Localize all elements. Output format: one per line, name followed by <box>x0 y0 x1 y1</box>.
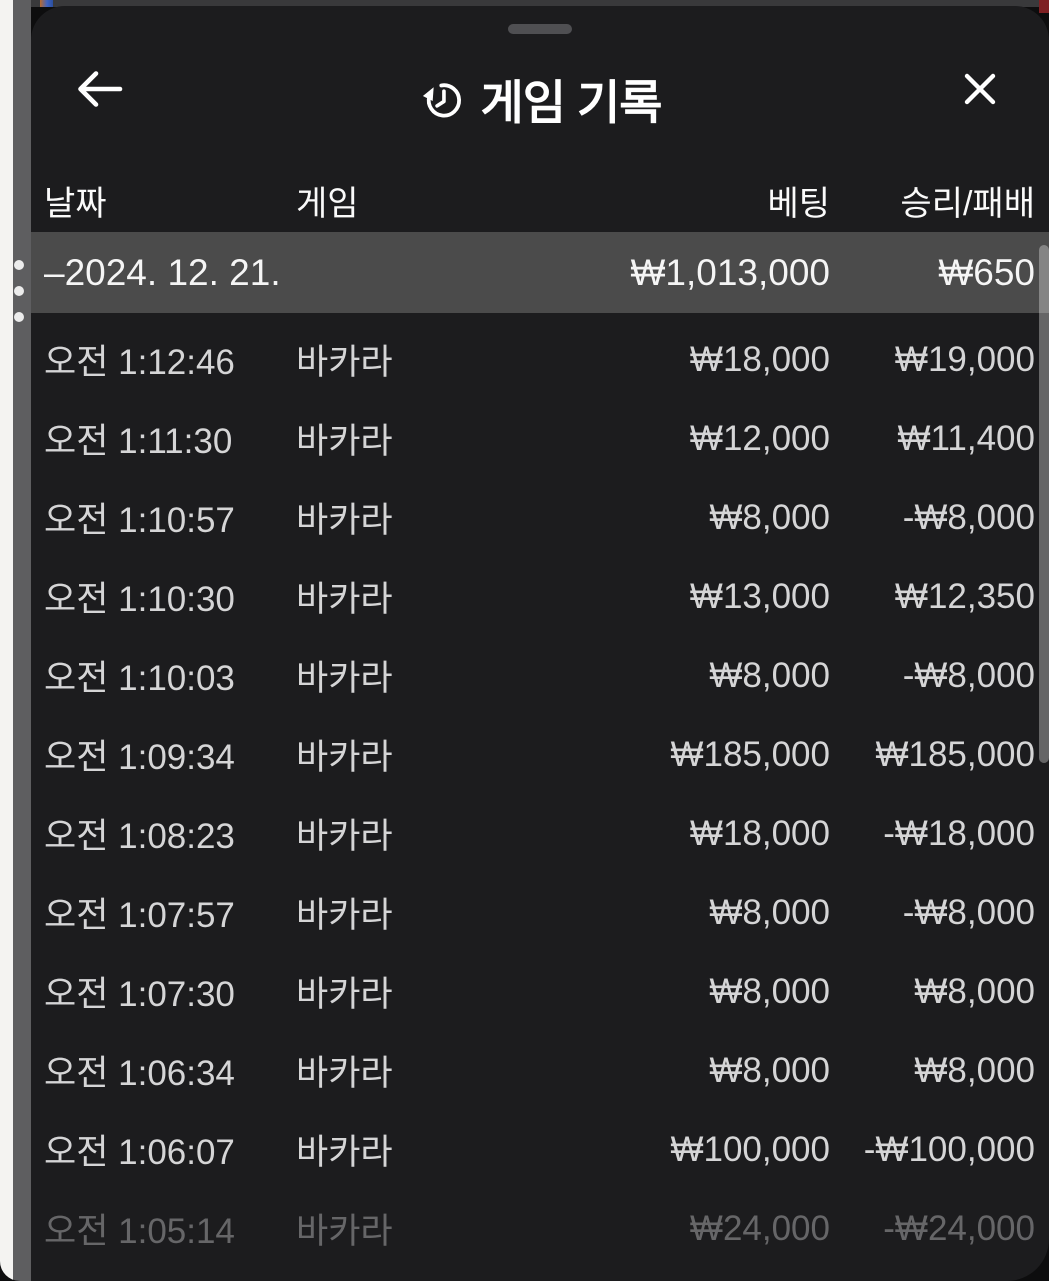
table-row[interactable]: 오전 1:07:57 바카라 ₩8,000 -₩8,000 <box>31 873 1049 952</box>
table-row[interactable]: 오전 1:06:34 바카라 ₩8,000 ₩8,000 <box>31 1031 1049 1110</box>
row-winloss: ₩12,350 <box>894 576 1035 616</box>
summary-date: –2024. 12. 21. <box>44 251 281 293</box>
row-time: 오전 1:05:14 <box>44 1212 235 1251</box>
row-bet: ₩100,000 <box>670 1129 830 1169</box>
background-content-fragment <box>1039 0 1049 13</box>
row-game: 바카라 <box>296 896 393 935</box>
table-row[interactable]: 오전 1:08:23 바카라 ₩18,000 -₩18,000 <box>31 794 1049 873</box>
modal-header: 게임 기록 <box>31 50 1049 138</box>
row-bet: ₩8,000 <box>709 497 830 537</box>
summary-winloss: ₩650 <box>938 251 1035 293</box>
row-bet: ₩8,000 <box>709 655 830 695</box>
row-bet: ₩12,000 <box>689 418 830 458</box>
close-icon <box>960 69 1000 109</box>
column-header-bet: 베팅 <box>767 185 830 223</box>
sheet-drag-handle[interactable] <box>508 24 572 34</box>
row-time: 오전 1:12:46 <box>44 343 235 382</box>
row-game: 바카라 <box>296 738 393 777</box>
row-bet: ₩185,000 <box>670 734 830 774</box>
row-game: 바카라 <box>296 817 393 856</box>
row-winloss: ₩19,000 <box>894 339 1035 379</box>
table-row[interactable]: 오전 1:12:46 바카라 ₩18,000 ₩19,000 <box>31 320 1049 399</box>
row-time: 오전 1:10:03 <box>44 659 235 698</box>
table-header-row: 날짜 게임 베팅 승리/패배 <box>31 176 1049 223</box>
history-row-list: 오전 1:12:46 바카라 ₩18,000 ₩19,000 오전 1:11:3… <box>31 320 1049 1268</box>
row-bet: ₩18,000 <box>689 813 830 853</box>
row-bet: ₩8,000 <box>709 892 830 932</box>
page-title: 게임 기록 <box>480 76 662 129</box>
edge-dot <box>14 260 24 270</box>
close-button[interactable] <box>959 68 1001 110</box>
row-game: 바카라 <box>296 343 393 382</box>
row-bet: ₩8,000 <box>709 971 830 1011</box>
scrollbar-thumb[interactable] <box>1039 245 1049 763</box>
row-game: 바카라 <box>296 1133 393 1172</box>
edge-dot <box>14 312 24 322</box>
row-time: 오전 1:07:30 <box>44 975 235 1014</box>
table-row[interactable]: 오전 1:06:07 바카라 ₩100,000 -₩100,000 <box>31 1110 1049 1189</box>
row-game: 바카라 <box>296 1054 393 1093</box>
row-time: 오전 1:10:57 <box>44 501 235 540</box>
column-header-game: 게임 <box>296 185 359 223</box>
edge-dot <box>14 286 24 296</box>
row-time: 오전 1:10:30 <box>44 580 235 619</box>
row-game: 바카라 <box>296 501 393 540</box>
table-row[interactable]: 오전 1:10:57 바카라 ₩8,000 -₩8,000 <box>31 478 1049 557</box>
table-row[interactable]: 오전 1:10:03 바카라 ₩8,000 -₩8,000 <box>31 636 1049 715</box>
row-time: 오전 1:06:07 <box>44 1133 235 1172</box>
game-history-sheet: 게임 기록 날짜 게임 베팅 승리/패배 –2024. 12. 21. ₩1,0… <box>31 6 1049 1281</box>
row-winloss: -₩100,000 <box>863 1129 1035 1169</box>
row-winloss: ₩11,400 <box>897 418 1036 458</box>
row-time: 오전 1:09:34 <box>44 738 235 777</box>
row-winloss: -₩18,000 <box>883 813 1035 853</box>
arrow-left-icon <box>73 67 127 111</box>
modal-title: 게임 기록 <box>418 64 663 133</box>
table-row[interactable]: 오전 1:09:34 바카라 ₩185,000 ₩185,000 <box>31 715 1049 794</box>
row-game: 바카라 <box>296 580 393 619</box>
row-time: 오전 1:08:23 <box>44 817 235 856</box>
row-winloss: ₩185,000 <box>875 734 1035 774</box>
row-winloss: -₩24,000 <box>883 1208 1035 1248</box>
row-bet: ₩24,000 <box>689 1208 830 1248</box>
row-winloss: ₩8,000 <box>914 1050 1035 1090</box>
background-app-edge <box>0 0 31 1281</box>
summary-bet: ₩1,013,000 <box>630 251 830 293</box>
table-row[interactable]: 오전 1:05:14 바카라 ₩24,000 -₩24,000 <box>31 1189 1049 1268</box>
row-time: 오전 1:11:30 <box>44 422 233 461</box>
row-game: 바카라 <box>296 659 393 698</box>
row-bet: ₩8,000 <box>709 1050 830 1090</box>
table-row[interactable]: 오전 1:11:30 바카라 ₩12,000 ₩11,400 <box>31 399 1049 478</box>
row-time: 오전 1:06:34 <box>44 1054 235 1093</box>
row-winloss: -₩8,000 <box>902 892 1035 932</box>
table-row[interactable]: 오전 1:10:30 바카라 ₩13,000 ₩12,350 <box>31 557 1049 636</box>
row-game: 바카라 <box>296 975 393 1014</box>
back-button[interactable] <box>73 66 127 112</box>
row-winloss: -₩8,000 <box>902 497 1035 537</box>
column-header-winloss: 승리/패배 <box>900 185 1035 223</box>
summary-row[interactable]: –2024. 12. 21. ₩1,013,000 ₩650 <box>31 232 1049 313</box>
background-app-white-strip <box>0 0 13 1281</box>
dimmed-backdrop <box>31 0 1049 7</box>
column-header-date: 날짜 <box>44 185 107 223</box>
table-row[interactable]: 오전 1:07:30 바카라 ₩8,000 ₩8,000 <box>31 952 1049 1031</box>
row-winloss: -₩8,000 <box>902 655 1035 695</box>
row-bet: ₩13,000 <box>689 576 830 616</box>
row-time: 오전 1:07:57 <box>44 896 235 935</box>
row-game: 바카라 <box>296 1212 393 1251</box>
row-winloss: ₩8,000 <box>914 971 1035 1011</box>
row-game: 바카라 <box>296 422 393 461</box>
background-content-fragment <box>40 0 53 7</box>
history-icon <box>418 75 465 122</box>
row-bet: ₩18,000 <box>689 339 830 379</box>
